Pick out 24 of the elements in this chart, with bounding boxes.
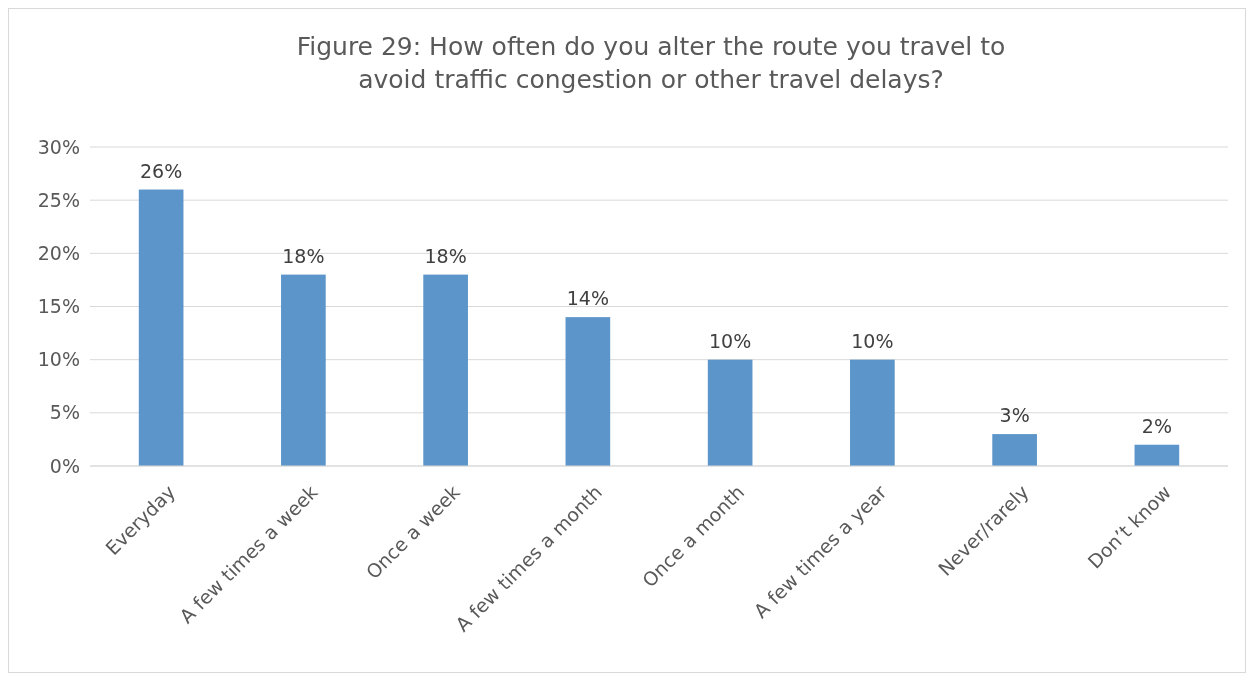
bar [707,359,753,466]
bar [1134,444,1180,466]
y-tick-label: 0% [49,454,80,477]
data-label: 26% [140,159,183,182]
y-tick-label: 30% [37,135,80,158]
data-label: 10% [709,329,752,352]
y-tick-label: 15% [37,295,80,318]
data-label: 10% [851,329,894,352]
data-label: 2% [1141,414,1172,437]
data-label: 18% [282,244,325,267]
bar [992,434,1037,466]
y-tick-label: 20% [37,241,80,264]
chart-title: Figure 29: How often do you alter the route you travel to avoid traffic congestion or other travel delays? [296,32,1006,94]
data-label: 3% [999,404,1030,427]
y-tick-label: 10% [37,348,80,371]
y-tick-label: 25% [37,188,80,211]
data-label: 14% [566,287,609,310]
y-tick-label: 5% [49,401,80,424]
bar [565,317,611,466]
bar [281,274,326,466]
bar [850,359,895,466]
data-label: 18% [424,244,467,267]
bar [138,189,184,466]
bar [423,274,468,466]
